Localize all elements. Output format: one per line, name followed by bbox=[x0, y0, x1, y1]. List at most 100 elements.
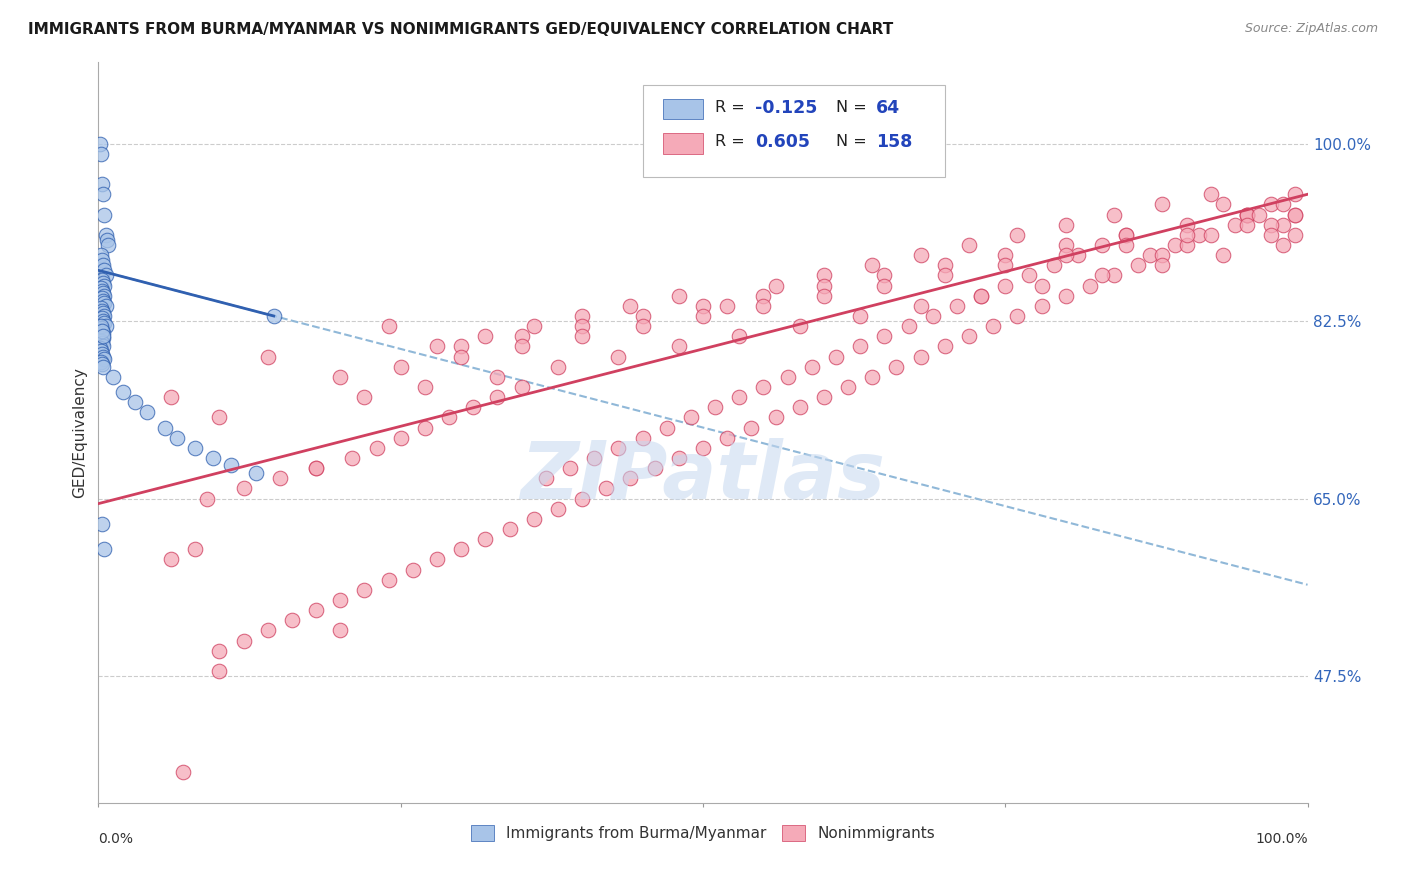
Text: 0.0%: 0.0% bbox=[98, 832, 134, 847]
Point bbox=[91, 314, 114, 328]
Point bbox=[93, 316, 115, 330]
Point bbox=[353, 582, 375, 597]
Point bbox=[1152, 248, 1174, 262]
Text: 158: 158 bbox=[876, 133, 912, 151]
Point bbox=[89, 342, 111, 356]
Point bbox=[994, 248, 1017, 262]
Point bbox=[93, 542, 115, 557]
Point bbox=[93, 309, 115, 323]
Point bbox=[221, 458, 243, 472]
Point bbox=[91, 516, 114, 531]
Point bbox=[90, 146, 112, 161]
Point bbox=[474, 532, 496, 546]
Point bbox=[90, 344, 112, 359]
Point bbox=[366, 441, 388, 455]
Point bbox=[813, 289, 835, 303]
Point bbox=[184, 441, 207, 455]
Point bbox=[94, 319, 117, 334]
Point bbox=[208, 643, 231, 657]
Point bbox=[89, 136, 111, 151]
Point bbox=[765, 410, 787, 425]
Point bbox=[195, 491, 218, 506]
Point bbox=[692, 441, 714, 455]
Point bbox=[571, 309, 593, 323]
Point bbox=[716, 431, 738, 445]
Point bbox=[91, 276, 114, 290]
Point bbox=[437, 410, 460, 425]
Point bbox=[91, 331, 114, 345]
Point bbox=[886, 359, 908, 374]
Point bbox=[934, 268, 956, 283]
Point bbox=[232, 482, 254, 496]
Point bbox=[498, 522, 520, 536]
Point bbox=[135, 405, 157, 419]
Point bbox=[728, 390, 751, 404]
Point bbox=[813, 268, 835, 283]
Point bbox=[752, 299, 775, 313]
Point bbox=[232, 633, 254, 648]
Point bbox=[94, 268, 117, 283]
Point bbox=[184, 542, 207, 557]
Point bbox=[897, 319, 920, 334]
Point bbox=[619, 471, 641, 485]
Point bbox=[1175, 227, 1198, 242]
Point bbox=[1139, 248, 1161, 262]
Point bbox=[91, 285, 114, 300]
Point bbox=[1284, 208, 1306, 222]
Point bbox=[631, 309, 654, 323]
Point bbox=[91, 346, 114, 360]
Point bbox=[547, 501, 569, 516]
Point bbox=[860, 369, 883, 384]
Point bbox=[486, 369, 509, 384]
Point bbox=[1260, 227, 1282, 242]
Point bbox=[329, 593, 352, 607]
Point bbox=[93, 278, 115, 293]
Point bbox=[934, 258, 956, 272]
Point bbox=[305, 603, 328, 617]
Point bbox=[413, 420, 436, 434]
Point bbox=[1152, 258, 1174, 272]
Point bbox=[91, 306, 114, 320]
Text: ZIPatlas: ZIPatlas bbox=[520, 438, 886, 516]
Point bbox=[208, 410, 231, 425]
Point bbox=[256, 350, 278, 364]
Point bbox=[631, 319, 654, 334]
Point bbox=[353, 390, 375, 404]
Point bbox=[644, 461, 666, 475]
Point bbox=[1031, 299, 1053, 313]
Point bbox=[1284, 227, 1306, 242]
Text: IMMIGRANTS FROM BURMA/MYANMAR VS NONIMMIGRANTS GED/EQUIVALENCY CORRELATION CHART: IMMIGRANTS FROM BURMA/MYANMAR VS NONIMMI… bbox=[28, 22, 893, 37]
Point bbox=[668, 450, 690, 465]
Point bbox=[523, 512, 546, 526]
Point bbox=[486, 390, 509, 404]
Point bbox=[523, 319, 546, 334]
Point bbox=[1152, 197, 1174, 211]
Point bbox=[450, 350, 472, 364]
Point bbox=[970, 289, 993, 303]
Point bbox=[90, 334, 112, 349]
Point bbox=[910, 299, 932, 313]
Point bbox=[97, 238, 120, 252]
Point bbox=[166, 431, 188, 445]
Point bbox=[111, 385, 134, 400]
Point bbox=[91, 329, 114, 343]
Point bbox=[1212, 197, 1234, 211]
Point bbox=[1007, 309, 1029, 323]
Point bbox=[91, 324, 114, 338]
Point bbox=[789, 319, 811, 334]
Point bbox=[873, 278, 896, 293]
Text: N =: N = bbox=[837, 134, 872, 149]
Point bbox=[124, 395, 146, 409]
Point bbox=[1272, 218, 1295, 232]
Point bbox=[1260, 197, 1282, 211]
Point bbox=[1054, 289, 1077, 303]
FancyBboxPatch shape bbox=[664, 133, 703, 153]
Point bbox=[981, 319, 1004, 334]
Point bbox=[91, 177, 114, 191]
Point bbox=[450, 339, 472, 353]
Point bbox=[93, 208, 115, 222]
Point bbox=[91, 291, 114, 305]
Point bbox=[1188, 227, 1211, 242]
Point bbox=[740, 420, 762, 434]
FancyBboxPatch shape bbox=[643, 85, 945, 178]
